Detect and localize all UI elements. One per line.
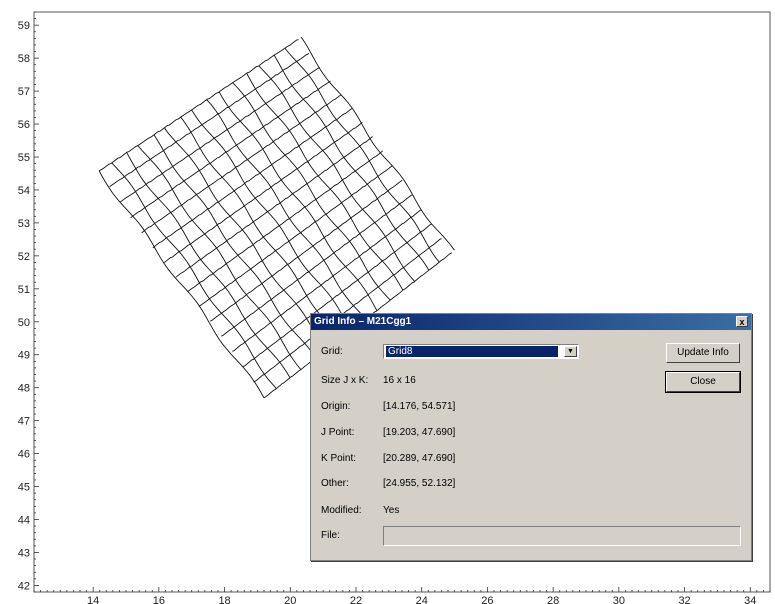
chevron-down-icon[interactable]: ▼ (564, 346, 577, 357)
mesh-line-k (246, 73, 404, 291)
y-tick-label: 50 (18, 317, 30, 329)
mesh-line-j (175, 136, 373, 278)
file-label: File: (321, 530, 340, 541)
mesh-line-j (130, 80, 331, 219)
mesh-line-k (164, 127, 327, 351)
mesh-line-j (152, 108, 353, 249)
mesh-line-k (232, 82, 391, 301)
y-tick-label: 44 (18, 515, 30, 527)
x-tick-label: 22 (350, 595, 362, 604)
origin-label: Origin: (321, 401, 351, 412)
y-tick-label: 56 (18, 119, 30, 131)
y-tick-label: 48 (18, 383, 30, 395)
size-label: Size J x K: (321, 375, 369, 386)
size-value: 16 x 16 (383, 375, 416, 386)
mesh-line-k (180, 116, 342, 339)
mesh-line-j (163, 122, 363, 264)
mesh-line-j (221, 194, 413, 337)
file-field[interactable] (383, 526, 741, 546)
grid-select-value: Grid8 (386, 346, 558, 357)
y-tick-label: 55 (18, 152, 30, 164)
dialog-titlebar[interactable]: Grid Info – M21Cgg1 x (311, 314, 751, 330)
dialog-title: Grid Info – M21Cgg1 (314, 316, 412, 327)
mesh-line-k (300, 36, 455, 251)
grid-select[interactable]: Grid8 ▼ (383, 344, 579, 359)
mesh-line-j (98, 39, 299, 172)
grid-mesh (98, 36, 455, 399)
mesh-line-k (137, 145, 302, 370)
mesh-line-j (209, 179, 403, 322)
mesh-line-k (126, 152, 291, 378)
close-button[interactable]: Close (665, 371, 741, 393)
x-tick-label: 16 (153, 595, 165, 604)
origin-value: [14.176, 54.571] (383, 401, 456, 412)
y-tick-label: 54 (18, 185, 30, 197)
mesh-line-k (98, 170, 265, 399)
mesh-line-j (242, 223, 432, 368)
other-value: [24.955, 52.132] (383, 478, 456, 489)
y-tick-label: 45 (18, 482, 30, 494)
grid-label: Grid: (321, 346, 343, 357)
x-axis-labels: 14 16 18 20 22 24 26 28 30 32 34 (87, 595, 756, 604)
x-tick-label: 32 (678, 595, 690, 604)
mesh-line-j (232, 209, 422, 352)
mesh-line-k (206, 99, 367, 320)
y-tick-label: 53 (18, 218, 30, 230)
mesh-line-k (218, 91, 378, 311)
kpoint-value: [20.289, 47.690] (383, 453, 456, 464)
y-tick-label: 51 (18, 284, 30, 296)
mesh-line-j (187, 150, 383, 293)
update-info-button[interactable]: Update Info (666, 343, 740, 363)
mesh-line-k (258, 65, 416, 282)
y-tick-label: 49 (18, 350, 30, 362)
y-tick-label: 58 (18, 53, 30, 65)
x-tick-label: 14 (87, 595, 99, 604)
x-tick-label: 34 (744, 595, 756, 604)
x-tick-label: 30 (613, 595, 625, 604)
mesh-line-j (109, 53, 310, 188)
modified-label: Modified: (321, 505, 362, 516)
mesh-line-k (284, 48, 440, 263)
other-label: Other: (321, 478, 349, 489)
mesh-line-j (119, 67, 320, 203)
y-tick-label: 46 (18, 449, 30, 461)
grid-info-dialog: Grid Info – M21Cgg1 x Grid: Grid8 ▼ Size… (310, 313, 752, 561)
y-tick-label: 43 (18, 547, 30, 559)
y-axis-labels: 42 43 44 45 46 47 48 49 50 51 52 53 54 55 56 57 58 59 (18, 20, 30, 592)
modified-value: Yes (383, 505, 400, 516)
x-tick-label: 18 (218, 595, 230, 604)
jpoint-label: J Point: (321, 427, 355, 438)
y-tick-label: 47 (18, 416, 30, 428)
x-tick-label: 26 (481, 595, 493, 604)
mesh-line-j (198, 165, 393, 307)
y-tick-label: 42 (18, 580, 30, 592)
dialog-close-icon[interactable]: x (736, 316, 748, 327)
mesh-line-k (273, 54, 430, 271)
y-tick-label: 52 (18, 251, 30, 263)
jpoint-value: [19.203, 47.690] (383, 427, 456, 438)
mesh-line-j (253, 238, 442, 383)
x-tick-label: 24 (416, 595, 428, 604)
y-tick-label: 59 (18, 20, 30, 32)
kpoint-label: K Point: (321, 453, 357, 464)
mesh-line-k (191, 109, 352, 331)
x-tick-label: 20 (284, 595, 296, 604)
x-tick-label: 28 (547, 595, 559, 604)
plot-axes (33, 11, 771, 593)
mesh-line-k (111, 162, 277, 389)
y-tick-label: 57 (18, 86, 30, 98)
mesh-line-k (153, 134, 317, 358)
mesh-line-j (141, 94, 342, 234)
